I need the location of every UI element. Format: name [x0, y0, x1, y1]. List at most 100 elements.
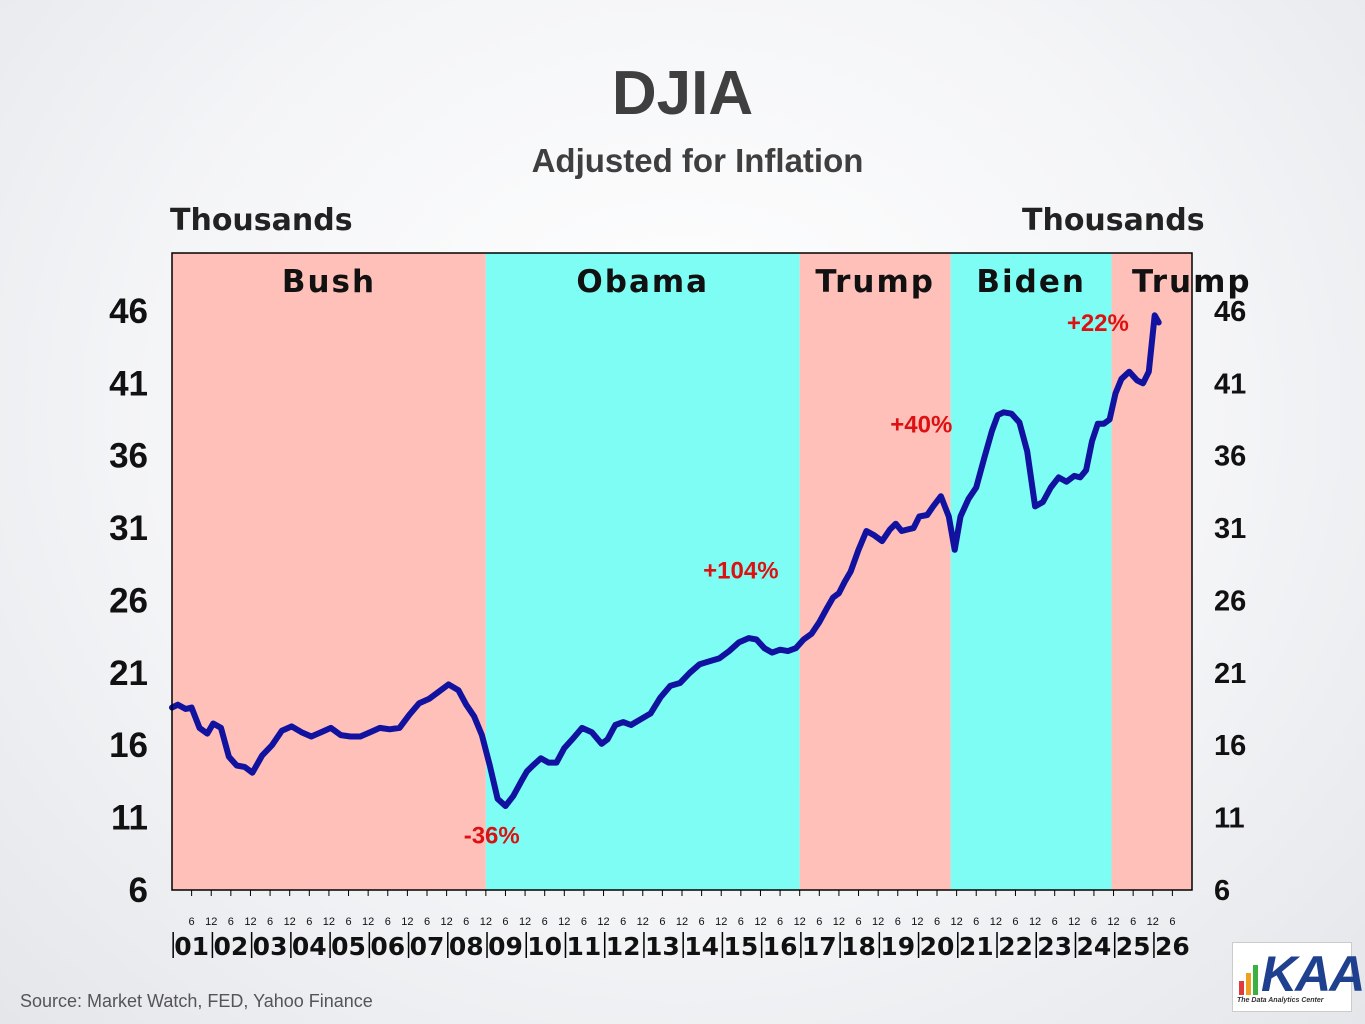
x-year-label-09: 09 — [488, 932, 523, 961]
y-tick-left-6: 6 — [129, 871, 148, 910]
x-year-label-13: 13 — [645, 932, 680, 961]
x-month-label-12: 12 — [1068, 916, 1080, 928]
x-month-label-12: 12 — [1107, 916, 1119, 928]
x-month-label-12: 12 — [833, 916, 845, 928]
x-month-label-6: 6 — [973, 916, 979, 928]
x-month-label-6: 6 — [267, 916, 273, 928]
x-month-label-6: 6 — [855, 916, 861, 928]
x-month-label-6: 6 — [385, 916, 391, 928]
x-month-label-12: 12 — [950, 916, 962, 928]
x-month-label-6: 6 — [502, 916, 508, 928]
y-tick-right-11: 11 — [1214, 803, 1245, 835]
change-annotation-0: -36% — [464, 823, 520, 850]
x-month-label-12: 12 — [401, 916, 413, 928]
x-month-label-12: 12 — [558, 916, 570, 928]
x-year-label-15: 15 — [723, 932, 758, 961]
x-month-label-12: 12 — [911, 916, 923, 928]
x-year-label-21: 21 — [959, 932, 994, 961]
x-month-label-6: 6 — [816, 916, 822, 928]
change-annotation-1: +104% — [703, 558, 778, 585]
x-month-label-12: 12 — [1147, 916, 1159, 928]
x-year-label-10: 10 — [527, 932, 562, 961]
x-year-label-24: 24 — [1077, 932, 1112, 961]
x-month-label-6: 6 — [1091, 916, 1097, 928]
x-month-label-12: 12 — [205, 916, 217, 928]
x-month-label-6: 6 — [1169, 916, 1175, 928]
x-year-label-07: 07 — [410, 932, 445, 961]
x-month-label-12: 12 — [480, 916, 492, 928]
x-year-label-03: 03 — [253, 932, 288, 961]
chart-title: DJIA — [611, 59, 754, 128]
y-tick-left-31: 31 — [109, 509, 148, 548]
logo-wordmark: KAA — [1261, 946, 1365, 1002]
period-label-obama-1: Obama — [576, 264, 709, 300]
x-month-label-6: 6 — [424, 916, 430, 928]
period-band-obama-1 — [485, 253, 800, 890]
x-month-label-12: 12 — [362, 916, 374, 928]
period-band-biden-3 — [950, 253, 1112, 890]
x-month-label-12: 12 — [990, 916, 1002, 928]
y-tick-left-41: 41 — [109, 364, 148, 403]
x-month-label-12: 12 — [754, 916, 766, 928]
x-month-label-6: 6 — [620, 916, 626, 928]
x-year-label-19: 19 — [880, 932, 915, 961]
y-axis-unit-right: Thousands — [1022, 203, 1205, 238]
x-year-label-17: 17 — [802, 932, 837, 961]
x-year-label-04: 04 — [292, 932, 327, 961]
period-band-trump-2 — [799, 253, 951, 890]
x-year-label-08: 08 — [449, 932, 484, 961]
x-month-label-6: 6 — [1012, 916, 1018, 928]
x-month-label-12: 12 — [637, 916, 649, 928]
y-tick-right-21: 21 — [1214, 658, 1246, 690]
x-year-label-23: 23 — [1037, 932, 1072, 961]
x-month-label-12: 12 — [597, 916, 609, 928]
x-month-label-12: 12 — [244, 916, 256, 928]
x-month-label-6: 6 — [934, 916, 940, 928]
logo-bar-red — [1239, 981, 1244, 995]
source-note: Source: Market Watch, FED, Yahoo Finance — [20, 991, 373, 1011]
y-tick-left-36: 36 — [109, 437, 148, 476]
x-month-label-6: 6 — [542, 916, 548, 928]
x-year-label-26: 26 — [1155, 932, 1190, 961]
y-tick-right-41: 41 — [1214, 368, 1246, 400]
x-month-label-6: 6 — [581, 916, 587, 928]
logo-tagline: The Data Analytics Center — [1237, 997, 1324, 1004]
y-tick-left-21: 21 — [109, 654, 148, 693]
y-tick-right-46: 46 — [1214, 296, 1246, 328]
x-year-label-16: 16 — [763, 932, 798, 961]
y-tick-right-31: 31 — [1214, 513, 1246, 545]
x-year-label-11: 11 — [567, 932, 602, 961]
x-month-label-6: 6 — [306, 916, 312, 928]
change-annotation-3: +22% — [1067, 310, 1129, 337]
y-axis-unit-left: Thousands — [170, 203, 353, 238]
x-month-label-6: 6 — [738, 916, 744, 928]
period-label-biden-3: Biden — [976, 264, 1086, 300]
y-tick-left-16: 16 — [109, 726, 148, 765]
logo-bar-green — [1253, 965, 1258, 995]
logo-bar-orange — [1246, 973, 1251, 995]
x-year-label-18: 18 — [841, 932, 876, 961]
x-year-label-01: 01 — [174, 932, 209, 961]
x-month-label-12: 12 — [715, 916, 727, 928]
y-tick-left-26: 26 — [109, 581, 148, 620]
x-month-label-6: 6 — [659, 916, 665, 928]
x-year-label-22: 22 — [998, 932, 1033, 961]
period-band-bush-0 — [172, 253, 486, 890]
x-month-label-12: 12 — [440, 916, 452, 928]
change-annotation-2: +40% — [890, 412, 952, 439]
x-year-label-20: 20 — [920, 932, 955, 961]
x-month-label-6: 6 — [228, 916, 234, 928]
x-year-label-25: 25 — [1116, 932, 1151, 961]
x-month-label-6: 6 — [895, 916, 901, 928]
x-month-label-6: 6 — [777, 916, 783, 928]
x-year-label-12: 12 — [606, 932, 641, 961]
period-label-trump-4: Trump — [1132, 264, 1252, 300]
x-year-label-02: 02 — [213, 932, 248, 961]
period-label-trump-2: Trump — [815, 264, 935, 300]
x-month-label-12: 12 — [1029, 916, 1041, 928]
x-month-label-6: 6 — [463, 916, 469, 928]
djia-series-line — [169, 312, 1162, 809]
y-tick-right-16: 16 — [1214, 730, 1246, 762]
x-month-label-6: 6 — [345, 916, 351, 928]
